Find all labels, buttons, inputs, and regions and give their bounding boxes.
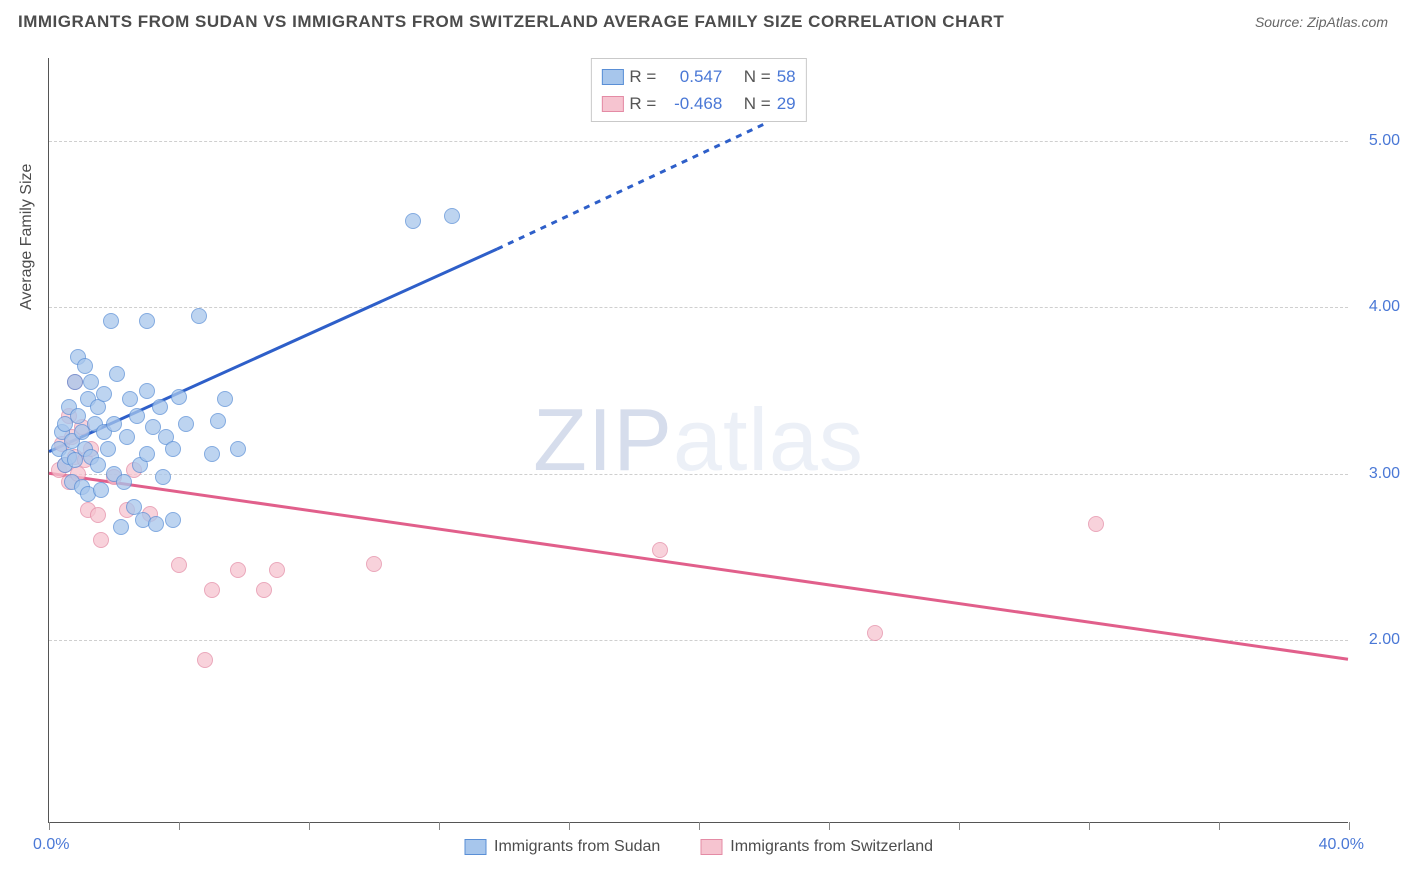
data-point xyxy=(867,625,883,641)
y-tick-label: 4.00 xyxy=(1352,298,1400,316)
swatch-sudan xyxy=(464,839,486,855)
data-point xyxy=(93,482,109,498)
data-point xyxy=(230,441,246,457)
x-axis-min-label: 0.0% xyxy=(33,836,69,854)
data-point xyxy=(197,652,213,668)
r-label: R = xyxy=(629,90,656,117)
data-point xyxy=(171,389,187,405)
x-tick xyxy=(829,822,830,830)
sudan-r-value: 0.547 xyxy=(662,63,722,90)
data-point xyxy=(113,519,129,535)
data-point xyxy=(109,366,125,382)
data-point xyxy=(119,429,135,445)
data-point xyxy=(444,208,460,224)
plot-area: ZIPatlas 2.003.004.005.00 R = 0.547 N = … xyxy=(48,58,1348,823)
x-tick xyxy=(309,822,310,830)
data-point xyxy=(204,446,220,462)
swatch-switzerland xyxy=(601,96,623,112)
data-point xyxy=(230,562,246,578)
legend-item-sudan: Immigrants from Sudan xyxy=(464,838,660,856)
switzerland-n-value: 29 xyxy=(777,90,796,117)
data-point xyxy=(269,562,285,578)
correlation-row-switzerland: R = -0.468 N = 29 xyxy=(601,90,795,117)
trend-lines xyxy=(49,58,1348,822)
x-tick xyxy=(179,822,180,830)
x-tick xyxy=(49,822,50,830)
data-point xyxy=(155,469,171,485)
data-point xyxy=(165,441,181,457)
data-point xyxy=(165,512,181,528)
data-point xyxy=(256,582,272,598)
data-point xyxy=(93,532,109,548)
data-point xyxy=(103,313,119,329)
n-label: N = xyxy=(744,63,771,90)
y-tick-label: 3.00 xyxy=(1352,465,1400,483)
data-point xyxy=(366,556,382,572)
switzerland-r-value: -0.468 xyxy=(662,90,722,117)
sudan-n-value: 58 xyxy=(777,63,796,90)
y-tick-label: 5.00 xyxy=(1352,132,1400,150)
swatch-switzerland xyxy=(700,839,722,855)
switzerland-series-label: Immigrants from Switzerland xyxy=(730,838,933,856)
source-prefix: Source: xyxy=(1255,14,1307,30)
data-point xyxy=(171,557,187,573)
chart-title: IMMIGRANTS FROM SUDAN VS IMMIGRANTS FROM… xyxy=(18,12,1004,32)
series-legend: Immigrants from Sudan Immigrants from Sw… xyxy=(464,838,933,856)
data-point xyxy=(122,391,138,407)
y-tick-label: 2.00 xyxy=(1352,631,1400,649)
data-point xyxy=(152,399,168,415)
data-point xyxy=(83,374,99,390)
data-point xyxy=(90,457,106,473)
data-point xyxy=(139,446,155,462)
x-tick xyxy=(959,822,960,830)
x-tick xyxy=(1219,822,1220,830)
data-point xyxy=(405,213,421,229)
y-axis-label: Average Family Size xyxy=(18,164,36,310)
x-axis-max-label: 40.0% xyxy=(1319,836,1364,854)
chart-header: IMMIGRANTS FROM SUDAN VS IMMIGRANTS FROM… xyxy=(18,12,1388,32)
data-point xyxy=(178,416,194,432)
data-point xyxy=(139,313,155,329)
data-point xyxy=(652,542,668,558)
x-tick xyxy=(569,822,570,830)
x-tick xyxy=(439,822,440,830)
data-point xyxy=(96,386,112,402)
data-point xyxy=(129,408,145,424)
data-point xyxy=(1088,516,1104,532)
data-point xyxy=(67,374,83,390)
r-label: R = xyxy=(629,63,656,90)
data-point xyxy=(77,358,93,374)
data-point xyxy=(139,383,155,399)
x-tick xyxy=(699,822,700,830)
trend-line xyxy=(497,124,763,249)
data-point xyxy=(100,441,116,457)
data-point xyxy=(210,413,226,429)
data-point xyxy=(148,516,164,532)
correlation-legend: R = 0.547 N = 58 R = -0.468 N = 29 xyxy=(590,58,806,122)
source-link[interactable]: ZipAtlas.com xyxy=(1307,14,1388,30)
data-point xyxy=(204,582,220,598)
swatch-sudan xyxy=(601,69,623,85)
legend-item-switzerland: Immigrants from Switzerland xyxy=(700,838,933,856)
correlation-row-sudan: R = 0.547 N = 58 xyxy=(601,63,795,90)
x-tick xyxy=(1089,822,1090,830)
data-point xyxy=(70,408,86,424)
data-point xyxy=(106,416,122,432)
data-point xyxy=(191,308,207,324)
sudan-series-label: Immigrants from Sudan xyxy=(494,838,660,856)
data-point xyxy=(90,507,106,523)
n-label: N = xyxy=(744,90,771,117)
x-tick xyxy=(1349,822,1350,830)
source-attribution: Source: ZipAtlas.com xyxy=(1255,14,1388,30)
data-point xyxy=(217,391,233,407)
data-point xyxy=(116,474,132,490)
